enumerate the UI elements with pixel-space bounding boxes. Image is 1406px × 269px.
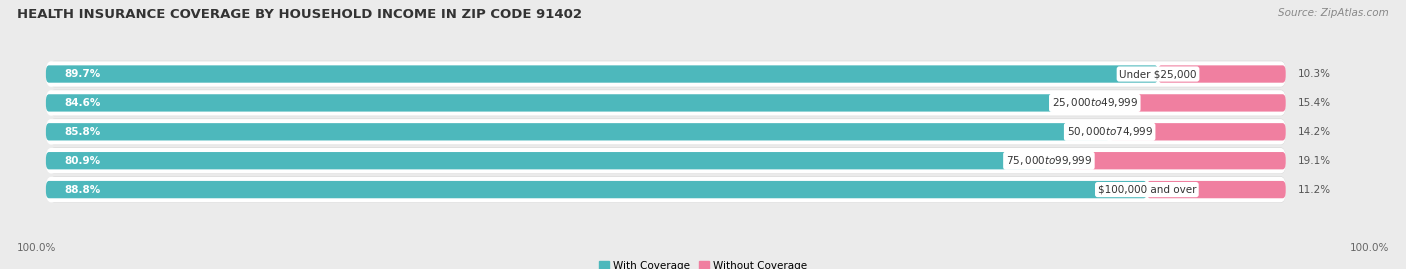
FancyBboxPatch shape [46, 65, 1159, 83]
Text: $50,000 to $74,999: $50,000 to $74,999 [1067, 125, 1153, 138]
FancyBboxPatch shape [1159, 65, 1285, 83]
Text: HEALTH INSURANCE COVERAGE BY HOUSEHOLD INCOME IN ZIP CODE 91402: HEALTH INSURANCE COVERAGE BY HOUSEHOLD I… [17, 8, 582, 21]
FancyBboxPatch shape [46, 181, 1147, 198]
Text: $25,000 to $49,999: $25,000 to $49,999 [1052, 96, 1137, 109]
Text: 19.1%: 19.1% [1298, 156, 1331, 166]
Text: 84.6%: 84.6% [65, 98, 101, 108]
Legend: With Coverage, Without Coverage: With Coverage, Without Coverage [595, 256, 811, 269]
Text: Source: ZipAtlas.com: Source: ZipAtlas.com [1278, 8, 1389, 18]
Text: 100.0%: 100.0% [1350, 243, 1389, 253]
FancyBboxPatch shape [46, 61, 1285, 87]
Text: 88.8%: 88.8% [65, 185, 101, 194]
FancyBboxPatch shape [46, 90, 1285, 116]
Text: Under $25,000: Under $25,000 [1119, 69, 1197, 79]
Text: 14.2%: 14.2% [1298, 127, 1331, 137]
Text: 10.3%: 10.3% [1298, 69, 1331, 79]
Text: $100,000 and over: $100,000 and over [1098, 185, 1197, 194]
Text: 80.9%: 80.9% [65, 156, 101, 166]
FancyBboxPatch shape [49, 90, 1285, 116]
FancyBboxPatch shape [46, 123, 1109, 140]
FancyBboxPatch shape [46, 152, 1049, 169]
FancyBboxPatch shape [46, 94, 1095, 112]
Text: 85.8%: 85.8% [65, 127, 101, 137]
FancyBboxPatch shape [1049, 152, 1285, 169]
Text: 11.2%: 11.2% [1298, 185, 1331, 194]
FancyBboxPatch shape [49, 147, 1285, 174]
FancyBboxPatch shape [49, 119, 1285, 145]
FancyBboxPatch shape [46, 177, 1285, 202]
FancyBboxPatch shape [49, 61, 1285, 87]
Text: 15.4%: 15.4% [1298, 98, 1331, 108]
Text: $75,000 to $99,999: $75,000 to $99,999 [1005, 154, 1092, 167]
FancyBboxPatch shape [49, 176, 1285, 203]
FancyBboxPatch shape [46, 119, 1285, 144]
Text: 100.0%: 100.0% [17, 243, 56, 253]
FancyBboxPatch shape [1109, 123, 1285, 140]
FancyBboxPatch shape [46, 148, 1285, 174]
FancyBboxPatch shape [1095, 94, 1285, 112]
Text: 89.7%: 89.7% [65, 69, 101, 79]
FancyBboxPatch shape [1147, 181, 1285, 198]
